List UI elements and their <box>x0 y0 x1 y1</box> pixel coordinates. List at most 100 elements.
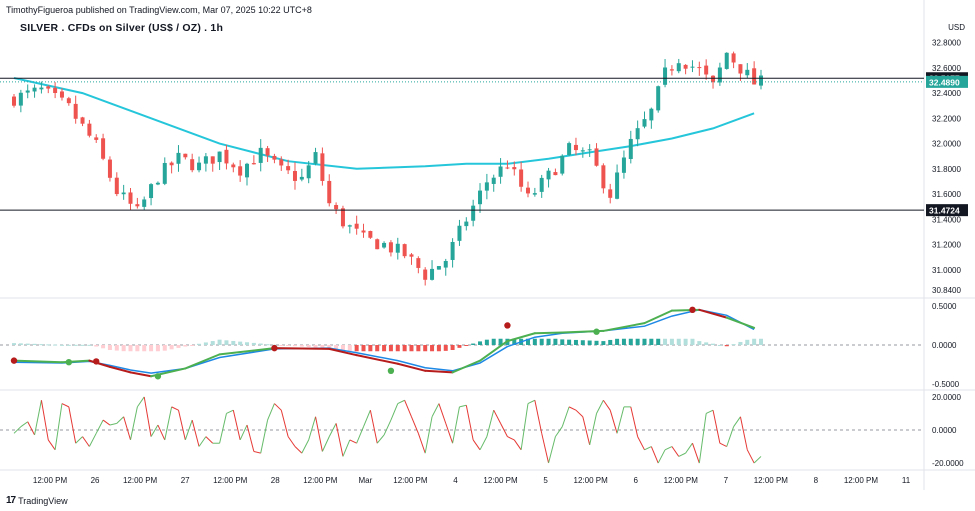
grid-lines <box>0 0 975 490</box>
time-tick-label: 11 <box>902 476 911 485</box>
candle-body <box>361 230 366 233</box>
osc-histogram-bar <box>430 345 435 352</box>
osc-fast-segment <box>13 359 63 364</box>
osc-histogram-bar <box>59 344 64 346</box>
osc-histogram-bar <box>594 340 599 345</box>
osc-histogram-bar <box>745 339 750 345</box>
osc-histogram-bar <box>224 340 229 345</box>
osc-histogram-bar <box>292 345 297 347</box>
stoch-segment <box>479 436 488 451</box>
osc-histogram-bar <box>697 341 702 345</box>
osc-histogram-bar <box>18 343 23 345</box>
osc-histogram-bar <box>313 345 318 348</box>
osc-histogram-bar <box>245 342 250 345</box>
candle-body <box>231 164 236 168</box>
axes: 32.8000 32.6000 32.4000 32.2000 32.0000 31.80… <box>33 39 964 485</box>
osc-histogram-bar <box>553 338 558 345</box>
osc-fast-segment <box>328 347 358 357</box>
stoch-segment <box>150 424 159 437</box>
osc-histogram-bar <box>375 345 380 352</box>
stoch-segment <box>191 419 200 447</box>
stoch-segment <box>130 406 138 441</box>
price-tick-label: 32.6000 <box>932 64 961 73</box>
osc-histogram-bar <box>286 345 291 346</box>
stoch-segment <box>424 416 433 454</box>
osc-fast-segment <box>643 309 673 325</box>
stochastic-pane <box>0 396 924 464</box>
candle-body <box>669 69 674 71</box>
osc-histogram-bar <box>149 345 154 352</box>
osc-histogram-bar <box>238 341 243 345</box>
osc-histogram-bar <box>87 344 92 346</box>
osc-histogram-bar <box>73 344 78 346</box>
currency-label[interactable]: USD <box>948 23 965 32</box>
osc-tick-label: 0.5000 <box>932 302 957 311</box>
osc-histogram-bar <box>382 345 387 352</box>
stoch-segment <box>260 419 269 454</box>
stoch-segment <box>102 419 111 426</box>
osc-histogram-bar <box>251 342 256 345</box>
stoch-segment <box>465 405 474 441</box>
osc-histogram-bar <box>354 345 359 352</box>
candle-body <box>217 151 222 163</box>
osc-cross-marker <box>271 344 278 352</box>
osc-histogram-bar <box>478 341 483 345</box>
price-tick-label: 31.8000 <box>932 165 961 174</box>
candle-body <box>717 67 722 83</box>
candle-body <box>546 170 551 180</box>
osc-histogram-bar <box>334 345 339 350</box>
stoch-segment <box>267 403 275 421</box>
osc-cross-marker <box>387 367 395 374</box>
candle-body <box>690 66 695 68</box>
candle-body <box>505 167 510 169</box>
candle-body <box>409 254 414 257</box>
stoch-segment <box>68 406 77 444</box>
osc-histogram-bar <box>752 338 757 345</box>
osc-histogram-bar <box>402 345 407 352</box>
stoch-segment <box>356 426 364 444</box>
stoch-segment <box>630 406 639 437</box>
tradingview-logo-icon: 17 <box>6 495 16 506</box>
stoch-segment <box>397 399 405 405</box>
osc-fast-segment <box>506 332 536 343</box>
stoch-segment <box>342 439 351 457</box>
stoch-segment <box>349 439 357 444</box>
stoch-segment <box>548 436 556 464</box>
stoch-segment <box>500 423 508 437</box>
osc-cross-marker <box>593 328 600 335</box>
stoch-segment <box>198 436 207 447</box>
osc-histogram-bar <box>512 338 517 345</box>
stoch-segment <box>95 419 104 434</box>
candle-body <box>80 117 85 124</box>
stoch-segment <box>431 403 440 418</box>
osc-histogram-bar <box>135 345 140 352</box>
osc-histogram-bar <box>704 342 709 345</box>
candle-body <box>471 205 476 221</box>
stoch-segment <box>157 424 166 441</box>
candle-body <box>608 189 613 198</box>
candle-body <box>464 221 469 227</box>
stoch-segment <box>411 416 419 434</box>
osc-histogram-bar <box>368 345 373 352</box>
stoch-segment <box>746 449 755 464</box>
stoch-segment <box>513 439 522 451</box>
osc-histogram-bar <box>690 338 695 345</box>
candle-body <box>320 153 325 181</box>
stoch-segment <box>164 406 173 441</box>
symbol-title[interactable]: SILVER . CFDs on Silver (US$ / OZ) . 1h <box>20 22 224 34</box>
last-price-label: 32.4890 <box>929 77 960 87</box>
candle-body <box>395 243 400 253</box>
stoch-segment <box>82 436 90 447</box>
candle-body <box>724 52 729 69</box>
tradingview-brand[interactable]: 17 TradingView <box>6 495 68 506</box>
osc-histogram-bar <box>601 341 606 345</box>
candle-body <box>601 165 606 189</box>
osc-histogram-bar <box>532 338 537 345</box>
stoch-segment <box>136 396 145 408</box>
stoch-segment <box>678 452 686 457</box>
osc-cross-marker <box>10 357 18 364</box>
osc-histogram-bar <box>663 338 668 345</box>
osc-histogram-bar <box>731 344 736 346</box>
candle-body <box>25 90 30 93</box>
